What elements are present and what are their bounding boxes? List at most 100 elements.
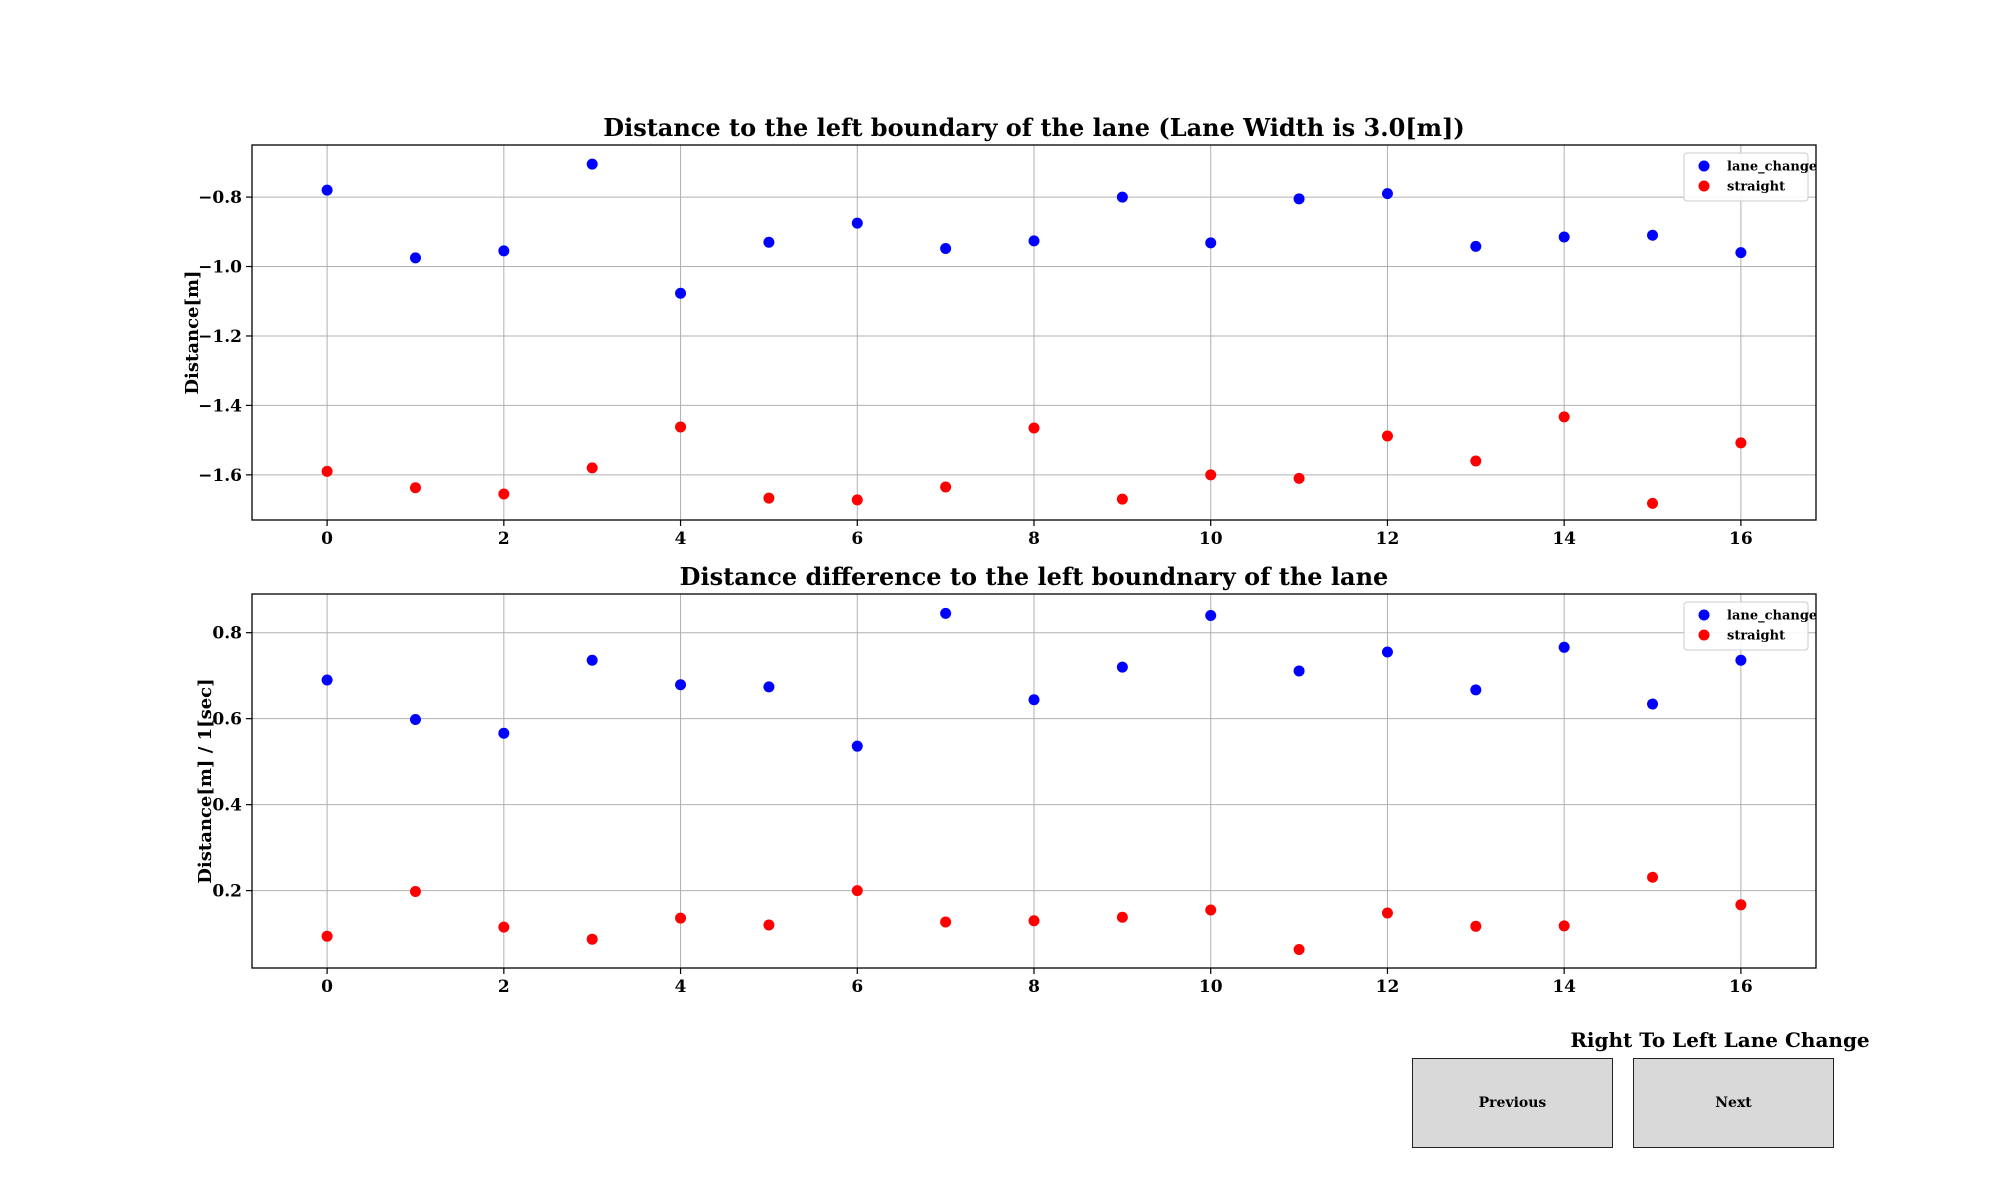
data-point-lane-change xyxy=(1205,609,1217,621)
data-point-straight xyxy=(1028,915,1040,927)
data-point-straight xyxy=(1558,920,1570,932)
data-point-lane-change xyxy=(1735,247,1747,259)
data-point-straight xyxy=(1735,437,1747,449)
data-point-straight xyxy=(1470,455,1482,467)
data-point-straight xyxy=(940,916,952,928)
y-tick-label: −0.8 xyxy=(198,188,242,208)
x-tick-label: 2 xyxy=(498,529,510,549)
data-point-straight xyxy=(1116,493,1128,505)
data-point-lane-change xyxy=(675,287,687,299)
data-point-lane-change xyxy=(1470,684,1482,696)
data-point-straight xyxy=(1028,422,1040,434)
x-tick-label: 12 xyxy=(1376,977,1400,997)
chart-distance-difference: 0 2 4 6 8 10 12 14 16 0.2 0.4 0.6 0.8 Distance differ… xyxy=(195,562,1817,997)
data-point-straight xyxy=(1293,944,1305,956)
data-point-straight xyxy=(1647,871,1659,883)
data-point-lane-change xyxy=(1116,191,1128,203)
x-tick-label: 16 xyxy=(1729,529,1753,549)
next-button[interactable]: Next xyxy=(1633,1058,1834,1148)
x-tick-label: 10 xyxy=(1199,977,1223,997)
data-point-lane-change xyxy=(675,679,687,691)
data-point-straight xyxy=(851,494,863,506)
data-point-lane-change xyxy=(851,740,863,752)
x-tick-label: 4 xyxy=(675,529,687,549)
data-point-straight xyxy=(409,482,421,494)
x-tick-label: 8 xyxy=(1028,977,1040,997)
x-tick-label: 2 xyxy=(498,977,510,997)
legend-label: lane_change xyxy=(1727,160,1817,175)
data-point-lane-change xyxy=(586,158,598,170)
data-point-lane-change xyxy=(409,714,421,726)
data-point-straight xyxy=(675,421,687,433)
data-point-straight xyxy=(763,919,775,931)
data-point-straight xyxy=(1381,907,1393,919)
y-tick-label: 0.6 xyxy=(212,710,242,730)
y-axis-label: Distance[m] xyxy=(182,270,203,394)
data-point-lane-change xyxy=(1470,240,1482,252)
x-tick-label: 0 xyxy=(321,977,333,997)
x-tick-label: 4 xyxy=(675,977,687,997)
previous-button[interactable]: Previous xyxy=(1412,1058,1613,1148)
x-tick-label: 8 xyxy=(1028,529,1040,549)
x-tick-label: 14 xyxy=(1552,529,1576,549)
data-point-lane-change xyxy=(1558,641,1570,653)
data-point-straight xyxy=(1558,411,1570,423)
y-tick-label: −1.0 xyxy=(198,258,242,278)
data-point-straight xyxy=(498,921,510,933)
x-tick-label: 14 xyxy=(1552,977,1576,997)
y-tick-label: −1.4 xyxy=(198,396,242,416)
x-tick-label: 0 xyxy=(321,529,333,549)
data-point-straight xyxy=(763,492,775,504)
data-point-lane-change xyxy=(1381,188,1393,200)
legend-label: straight xyxy=(1727,629,1785,644)
legend-marker xyxy=(1698,609,1710,621)
data-point-straight xyxy=(321,930,333,942)
data-point-lane-change xyxy=(586,654,598,666)
data-point-lane-change xyxy=(409,252,421,264)
chart-title: Distance difference to the left boundnar… xyxy=(680,562,1389,591)
data-point-lane-change xyxy=(1293,665,1305,677)
data-point-lane-change xyxy=(851,217,863,229)
data-point-straight xyxy=(586,462,598,474)
legend-marker xyxy=(1698,160,1710,172)
data-point-straight xyxy=(675,912,687,924)
data-point-straight xyxy=(1470,920,1482,932)
data-point-straight xyxy=(1293,472,1305,484)
data-point-straight xyxy=(409,885,421,897)
data-point-lane-change xyxy=(1558,231,1570,243)
data-point-straight xyxy=(1735,899,1747,911)
legend-marker xyxy=(1698,180,1710,192)
data-point-lane-change xyxy=(498,245,510,257)
legend-label: straight xyxy=(1727,180,1785,195)
legend-box xyxy=(1683,152,1809,202)
data-point-straight xyxy=(1205,469,1217,481)
x-tick-label: 12 xyxy=(1376,529,1400,549)
data-point-straight xyxy=(940,481,952,493)
data-point-lane-change xyxy=(1293,193,1305,205)
data-point-lane-change xyxy=(498,727,510,739)
data-point-lane-change xyxy=(321,674,333,686)
y-tick-label: 0.4 xyxy=(212,796,242,816)
x-tick-label: 16 xyxy=(1729,977,1753,997)
y-tick-label: −1.2 xyxy=(198,327,242,347)
x-tick-label: 6 xyxy=(851,977,863,997)
legend-marker xyxy=(1698,629,1710,641)
chart-lane-distance: 0 2 4 6 8 10 12 14 16 −1.6 −1.4 −1.2 −1.0 −0.8 Distanc… xyxy=(182,113,1817,549)
data-point-straight xyxy=(586,933,598,945)
data-point-straight xyxy=(851,885,863,897)
case-title: Right To Left Lane Change xyxy=(1570,1028,1870,1052)
legend-label: lane_change xyxy=(1727,609,1817,624)
y-axis-label: Distance[m] / 1[sec] xyxy=(195,678,216,883)
data-point-lane-change xyxy=(1735,654,1747,666)
data-point-straight xyxy=(1381,430,1393,442)
chart-title: Distance to the left boundary of the lan… xyxy=(603,113,1464,142)
data-point-straight xyxy=(498,488,510,500)
data-point-lane-change xyxy=(321,184,333,196)
data-point-straight xyxy=(1116,911,1128,923)
data-point-lane-change xyxy=(1647,698,1659,710)
data-point-lane-change xyxy=(1028,235,1040,247)
data-point-lane-change xyxy=(940,607,952,619)
legend-box xyxy=(1683,601,1809,651)
data-point-straight xyxy=(321,465,333,477)
